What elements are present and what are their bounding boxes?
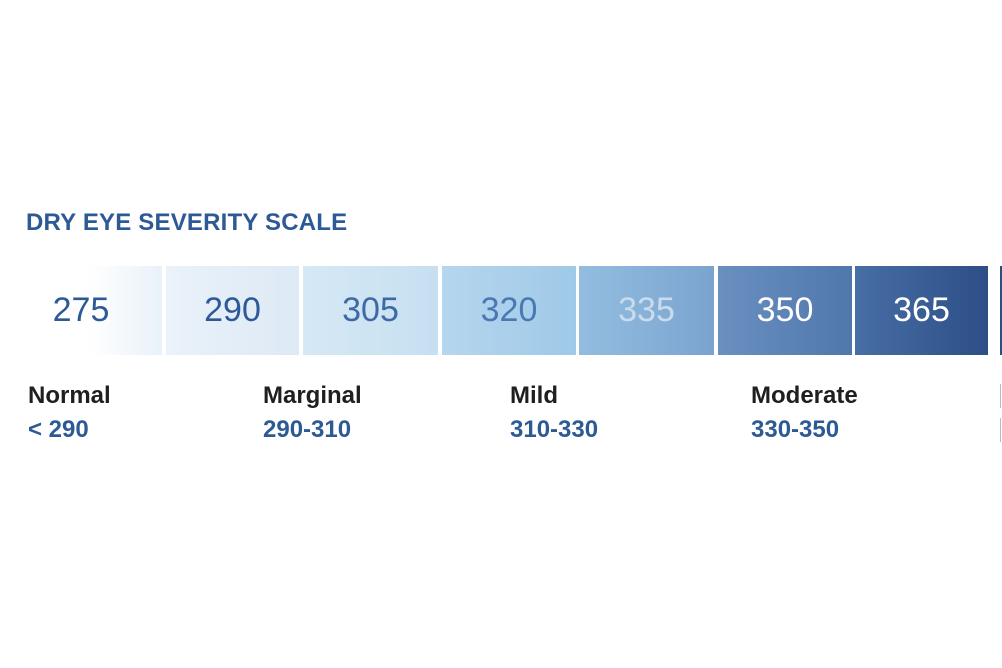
category-name: Moderate — [751, 382, 858, 409]
category-moderate: Moderate 330-350 — [751, 381, 858, 445]
scale-cell-value: 275 — [52, 291, 110, 329]
category-name: Normal — [28, 382, 111, 409]
category-mild: Mild 310-330 — [510, 381, 598, 445]
category-name: Mild — [510, 382, 558, 409]
category-range: 290-310 — [263, 416, 352, 443]
category-name: Marginal — [263, 382, 362, 409]
scale-cell-value: 365 — [893, 291, 950, 329]
scale-cell-305: 305 — [303, 266, 438, 355]
category-marginal: Marginal 290-310 — [263, 381, 362, 445]
scale-cell-350: 350 — [718, 266, 852, 355]
category-range: 310-330 — [510, 416, 599, 443]
scale-cell-value: 350 — [756, 291, 814, 329]
scale-cell-320: 320 — [442, 266, 576, 355]
scale-cell-value: 335 — [618, 291, 675, 329]
category-range: < 290 — [28, 416, 89, 443]
scale-cell-365: 365 — [855, 266, 988, 355]
scale-title: DRY EYE SEVERITY SCALE — [26, 209, 348, 236]
scale-cell-335: 335 — [579, 266, 714, 355]
scale-edge-marker — [1000, 266, 1002, 355]
scale-cell-value: 290 — [204, 291, 261, 329]
category-normal: Normal < 290 — [28, 381, 111, 445]
category-range: 330-350 — [751, 416, 840, 443]
scale-cell-value: 320 — [480, 291, 538, 329]
category-edge-marker — [1000, 384, 1001, 408]
scale-cell-value: 305 — [342, 291, 399, 329]
severity-scale-bar: 275 290 305 320 335 350 365 — [0, 266, 1002, 355]
scale-cell-275: 275 — [0, 266, 162, 355]
scale-cell-290: 290 — [166, 266, 299, 355]
range-edge-marker — [1000, 418, 1001, 442]
